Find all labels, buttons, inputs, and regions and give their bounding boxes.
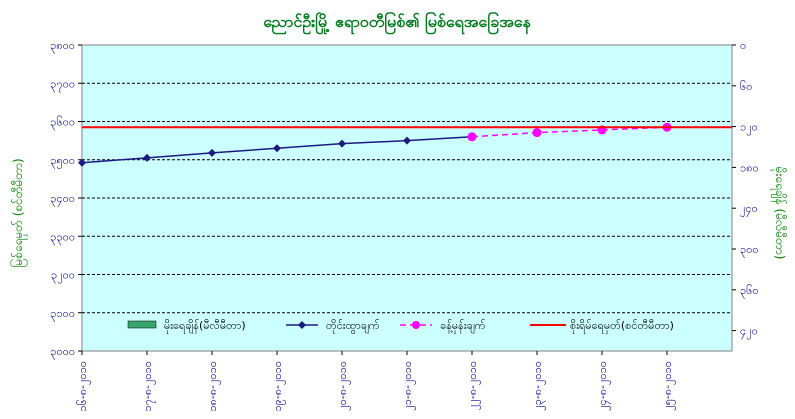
x-tick-label: ၂၂-၈-၂၀၁၀ bbox=[466, 361, 481, 410]
y-right-tick-label: ၁၈၀ bbox=[740, 161, 759, 174]
y-left-tick-label: ၃၇၀၀ bbox=[50, 77, 75, 92]
y-left-tick-label: ၃၄၀၀ bbox=[50, 192, 75, 207]
series-layer bbox=[78, 122, 732, 167]
measured-point bbox=[403, 136, 411, 145]
measured-point bbox=[143, 153, 151, 162]
forecast-point bbox=[467, 132, 477, 142]
y-left-tick-label: ၃၁၀၀ bbox=[50, 307, 75, 322]
legend: မိုးရေချိန်(မီလီမီတာ) တိုင်းထွာချက် ခန့်မှ… bbox=[127, 319, 674, 334]
x-tick-label: ၁၈-၈-၂၀၁၀ bbox=[206, 361, 221, 412]
y-right-tick-label: ၄၂၀ bbox=[740, 325, 758, 340]
legend-label: မိုးရေချိန်(မီလီမီတာ) bbox=[164, 319, 246, 334]
left-axis-ticks: ၃၀၀၀ ၃၁၀၀ ၃၂၀၀ ၃၃၀၀ ၃၄၀၀ ၃၅၀၀ ၃၆၀၀ ၃၇၀၀ ၃၈၀၀ bbox=[50, 39, 82, 360]
legend-marker-forecast bbox=[412, 321, 420, 329]
x-tick-label: ၂၃-၈-၂၀၁၀ bbox=[531, 361, 546, 411]
y-axis-left-title: မြစ်ရေမှတ် (စင်တီမီတာ) bbox=[9, 158, 28, 267]
gridlines bbox=[82, 82, 732, 314]
y-left-tick-label: ၃၆၀၀ bbox=[50, 116, 75, 131]
legend-marker-measured bbox=[298, 321, 306, 329]
x-tick-label: ၁၇-၈-၂၀၁၀ bbox=[141, 361, 156, 412]
y-right-tick-label: ၃၆၀ bbox=[740, 284, 759, 299]
x-tick-label: ၂၀-၈-၂၀၁၀ bbox=[336, 361, 351, 411]
measured-point bbox=[273, 144, 281, 153]
y-right-tick-label: ၃၀၀ bbox=[740, 243, 759, 258]
measured-point bbox=[78, 158, 86, 167]
x-axis-ticks: ၁၆-၈-၂၀၁၀ ၁၇-၈-၂၀၁၀ ၁၈-၈-၂၀၁၀ ၁၉-၈-၂၀၁၀ ၂၀-၈… bbox=[76, 351, 676, 412]
measured-point bbox=[338, 139, 346, 148]
x-tick-label: ၂၁-၈-၂၀၁၀ bbox=[401, 361, 416, 411]
y-right-tick-label: ၀ bbox=[740, 39, 746, 52]
x-tick-label: ၁၆-၈-၂၀၁၀ bbox=[76, 361, 91, 412]
y-axis-right-title: မိုးရေချိန် (မီလီမီတာ) bbox=[770, 167, 788, 260]
x-tick-label: ၁၉-၈-၂၀၁၀ bbox=[271, 361, 286, 412]
y-left-tick-label: ၃၃၀၀ bbox=[50, 230, 75, 245]
legend-label: ခန့်မှန်းချက် bbox=[440, 319, 486, 334]
forecast-line bbox=[471, 126, 668, 138]
x-tick-label: ၂၄-၈-၂၀၁၀ bbox=[596, 361, 611, 411]
y-left-tick-label: ၃၂၀၀ bbox=[51, 269, 75, 284]
y-left-tick-label: ၃၀၀၀ bbox=[50, 345, 75, 360]
measured-point bbox=[208, 148, 216, 157]
legend-label: စိုးရိမ်ရေမှတ်(စင်တီမီတာ) bbox=[570, 319, 674, 334]
y-right-tick-label: ၁၂၀ bbox=[740, 121, 758, 136]
y-right-tick-label: ၂၄၀ bbox=[740, 202, 758, 217]
legend-label: တိုင်းထွာချက် bbox=[326, 319, 380, 334]
forecast-point bbox=[532, 128, 542, 138]
y-left-tick-label: ၃၈၀၀ bbox=[50, 39, 75, 54]
y-right-tick-label: ၆၀ bbox=[740, 80, 752, 93]
y-left-tick-label: ၃၅၀၀ bbox=[50, 154, 75, 169]
x-tick-label: ၂၅-၈-၂၀၁၀ bbox=[661, 361, 676, 411]
legend-swatch-rainfall bbox=[127, 320, 157, 329]
